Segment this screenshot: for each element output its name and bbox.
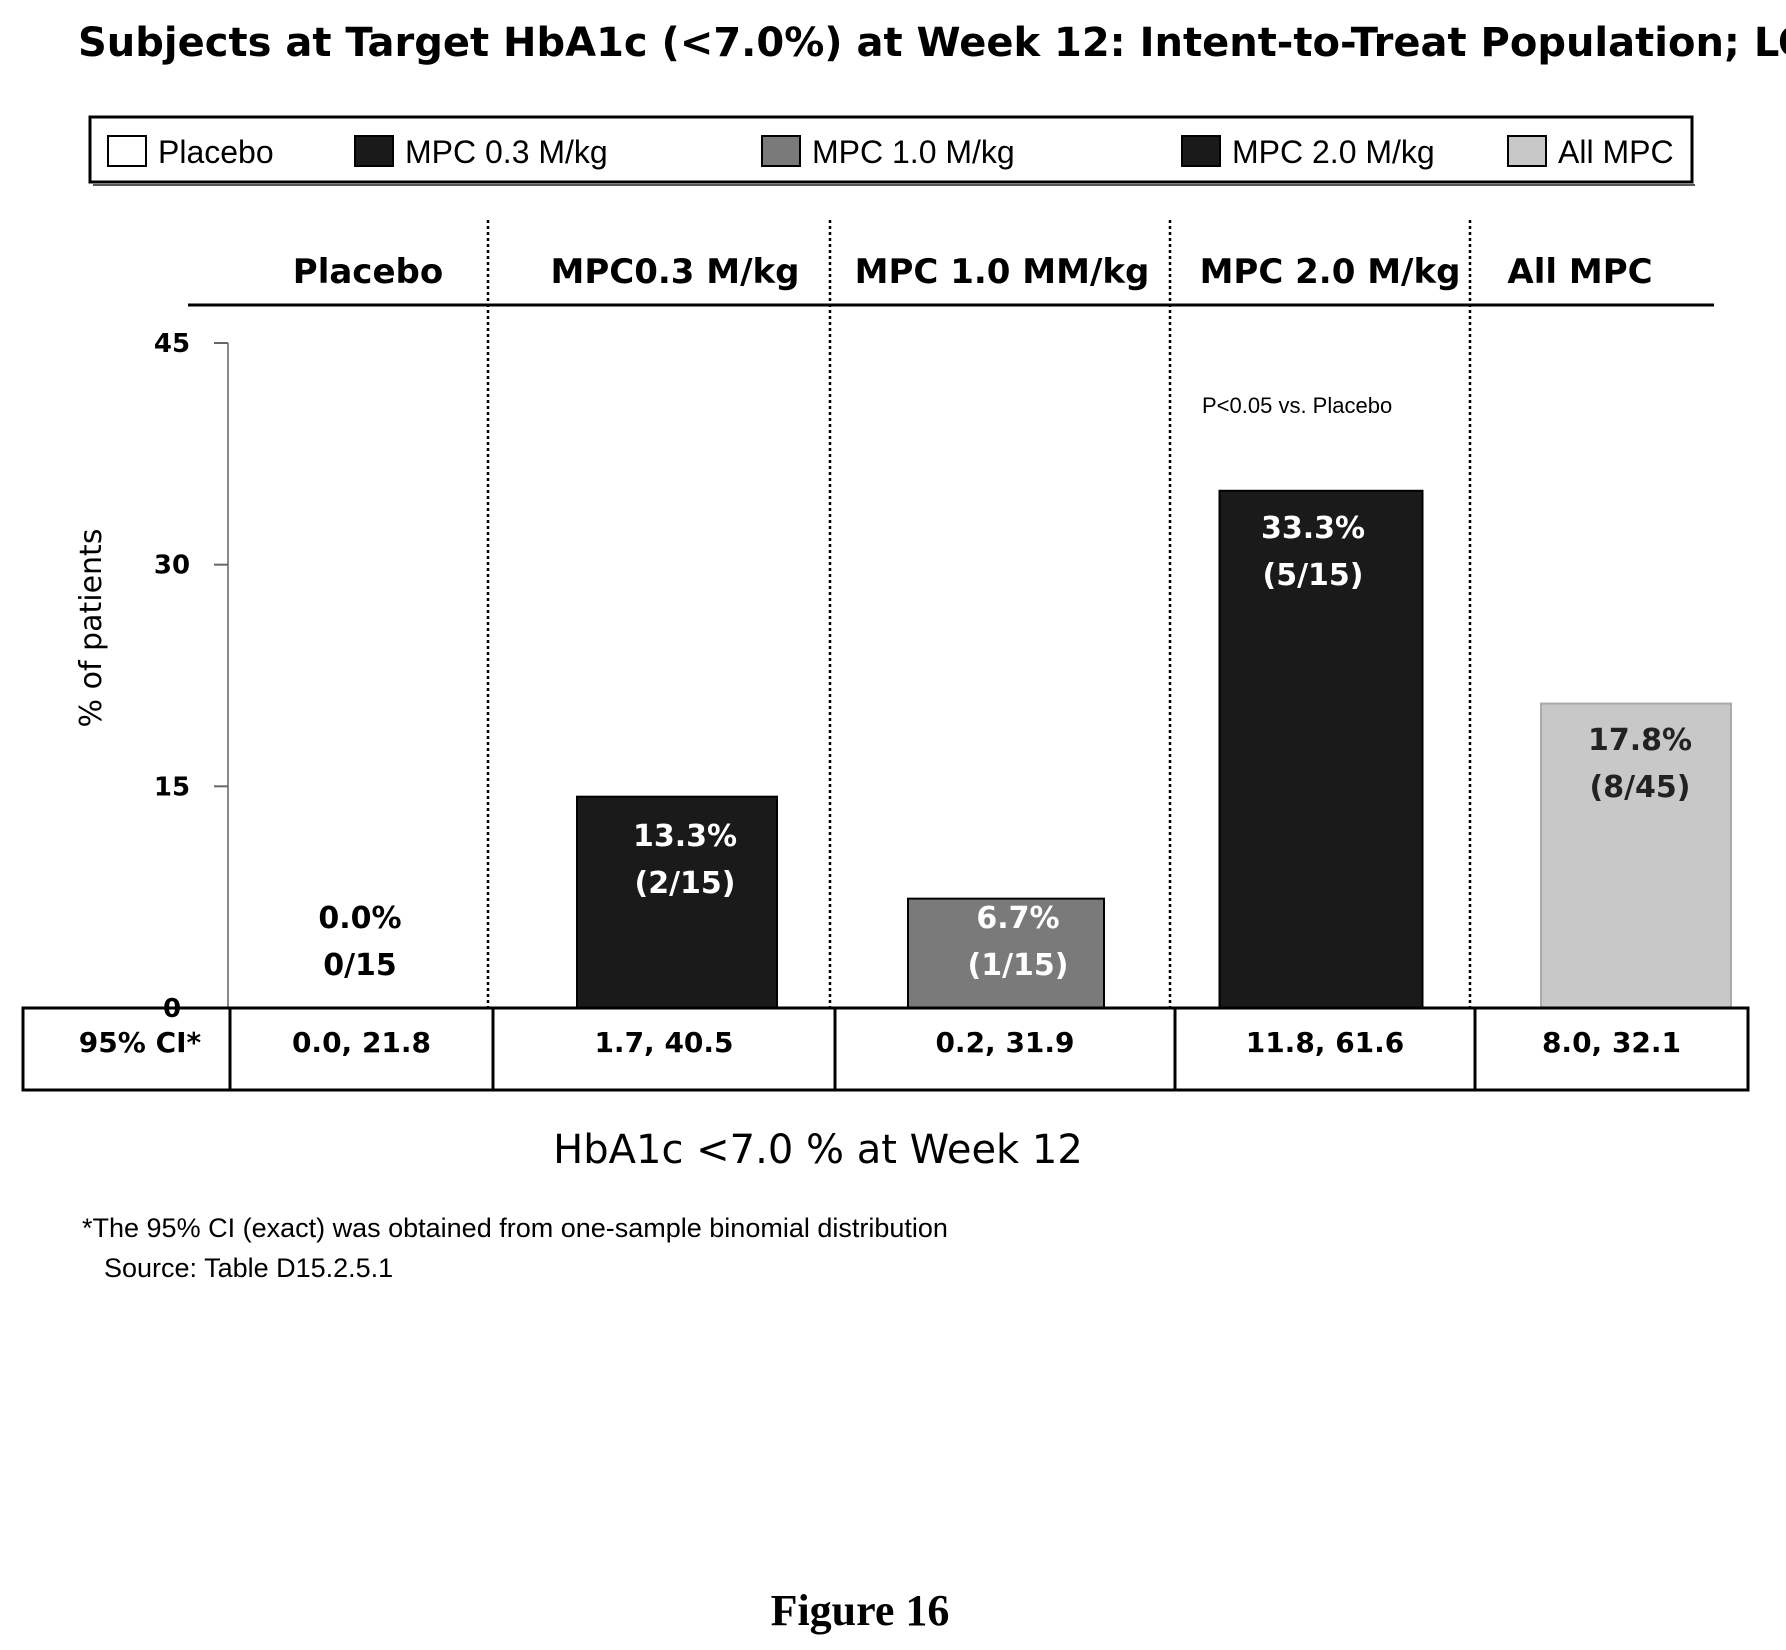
bar-data-label: (5/15) (1262, 558, 1363, 593)
legend-swatch (1507, 135, 1547, 167)
significance-annotation: P<0.05 vs. Placebo (1202, 393, 1392, 418)
ci-value: 0.0, 21.8 (292, 1026, 431, 1059)
bar (576, 795, 778, 1010)
legend-item: Placebo (107, 134, 274, 170)
y-tick-label: 15 (154, 772, 190, 802)
y-tick-label: 30 (154, 551, 190, 581)
ci-value: 8.0, 32.1 (1542, 1026, 1681, 1059)
legend-swatch (107, 135, 147, 167)
legend-label: Placebo (158, 134, 274, 170)
ci-value: 1.7, 40.5 (594, 1026, 733, 1059)
bar (1218, 489, 1424, 1009)
chart-title: Subjects at Target HbA1c (<7.0%) at Week… (78, 20, 1786, 66)
x-axis-label: HbA1c <7.0 % at Week 12 (553, 1127, 1083, 1173)
legend: Placebo MPC 0.3 M/kg MPC 1.0 M/kg MPC 2.0 M… (88, 115, 1695, 186)
ci-value: 11.8, 61.6 (1246, 1026, 1405, 1059)
bars: 0.0% 0/15 13.3% (2/15) 6.7% (1/15) 33.3% (5/15)… (318, 489, 1732, 1010)
bar-data-label: 0/15 (323, 948, 397, 983)
column-separators (486, 220, 1472, 1008)
bar-data-label: (8/45) (1589, 770, 1690, 805)
bar-data-label: (2/15) (634, 866, 735, 901)
bar-data-label: 13.3% (633, 819, 737, 854)
y-tick-label: 45 (154, 329, 190, 359)
legend-swatch (1181, 135, 1221, 167)
legend-swatch (354, 135, 394, 167)
column-header: MPC 1.0 MM/kg (855, 252, 1150, 292)
legend-label: MPC 2.0 M/kg (1232, 134, 1435, 170)
ci-row-label: 95% CI* (79, 1026, 202, 1059)
legend-label: MPC 0.3 M/kg (405, 134, 608, 170)
bar-data-label: 17.8% (1588, 723, 1692, 758)
column-header: MPC0.3 M/kg (551, 252, 800, 292)
bar (1540, 702, 1732, 1009)
ci-value: 0.2, 31.9 (935, 1026, 1074, 1059)
bar-data-label: 33.3% (1261, 511, 1365, 546)
legend-item: MPC 1.0 M/kg (761, 134, 1015, 170)
legend-swatch (761, 135, 801, 167)
bar-data-label: 0.0% (318, 901, 401, 936)
figure-label: Figure 16 (771, 1586, 950, 1635)
ci-table-frame (21, 1006, 1750, 1092)
column-header: Placebo (293, 252, 443, 292)
legend-item: All MPC (1507, 134, 1674, 170)
legend-label: MPC 1.0 M/kg (812, 134, 1015, 170)
footnote-line-2: Source: Table D15.2.5.1 (104, 1253, 393, 1283)
footnote-line-1: *The 95% CI (exact) was obtained from on… (82, 1213, 948, 1243)
y-axis-label: % of patients (74, 529, 109, 728)
column-header: MPC 2.0 M/kg (1200, 252, 1461, 292)
bar-data-label: (1/15) (967, 948, 1068, 983)
legend-label: All MPC (1558, 134, 1674, 170)
legend-item: MPC 0.3 M/kg (354, 134, 608, 170)
legend-item: MPC 2.0 M/kg (1181, 134, 1435, 170)
column-header: All MPC (1507, 252, 1652, 292)
ci-table: 95% CI* 0.0, 21.8 1.7, 40.5 0.2, 31.9 11.8,… (21, 1006, 1750, 1092)
column-headers: Placebo MPC0.3 M/kg MPC 1.0 MM/kg MPC 2.0 M… (293, 252, 1653, 292)
bar-data-label: 6.7% (976, 901, 1059, 936)
